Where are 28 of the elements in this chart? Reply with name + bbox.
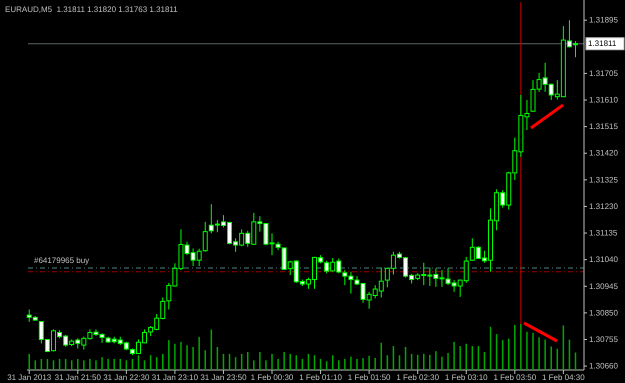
x-tick-label: 1 Feb 01:10: [299, 373, 342, 382]
ref-line-label: 1.31811: [588, 39, 617, 48]
x-tick-label: 31 Jan 23:10: [152, 373, 199, 382]
y-tick-label: 1.30660: [589, 362, 618, 371]
chart-title: EURAUD,M5 1.31811 1.31820 1.31763 1.31811: [5, 5, 178, 14]
y-tick-label: 1.31610: [589, 96, 618, 105]
x-tick-label: 1 Feb 03:10: [444, 373, 488, 382]
y-tick-label: 1.31135: [589, 228, 618, 238]
x-tick-label: 1 Feb 03:50: [493, 373, 537, 382]
y-tick-label: 1.31705: [589, 68, 618, 78]
x-tick-label: 31 Jan 21:50: [54, 373, 102, 382]
x-tick-label: 1 Feb 00:30: [250, 373, 294, 382]
y-tick-label: 1.31325: [589, 175, 618, 184]
y-tick-label: 1.30945: [589, 282, 618, 291]
x-tick-label: 31 Jan 23:50: [200, 373, 248, 382]
y-tick-label: 1.30755: [589, 334, 618, 344]
x-tick-label: 1 Feb 02:30: [396, 373, 440, 382]
y-tick-label: 1.31040: [589, 255, 618, 264]
x-tick-label: 1 Feb 01:50: [348, 373, 392, 382]
y-tick-label: 1.30850: [589, 308, 618, 318]
y-tick-label: 1.31420: [589, 148, 618, 158]
x-tick-label: 1 Feb 04:30: [542, 373, 586, 382]
ref-line-label: #64179965 buy: [34, 256, 90, 266]
y-tick-label: 1.31515: [589, 122, 618, 132]
y-tick-label: 1.31895: [589, 16, 618, 25]
x-tick-label: 31 Jan 2013: [7, 373, 52, 382]
y-tick-label: 1.31230: [589, 202, 618, 211]
x-tick-label: 31 Jan 22:30: [103, 373, 150, 382]
